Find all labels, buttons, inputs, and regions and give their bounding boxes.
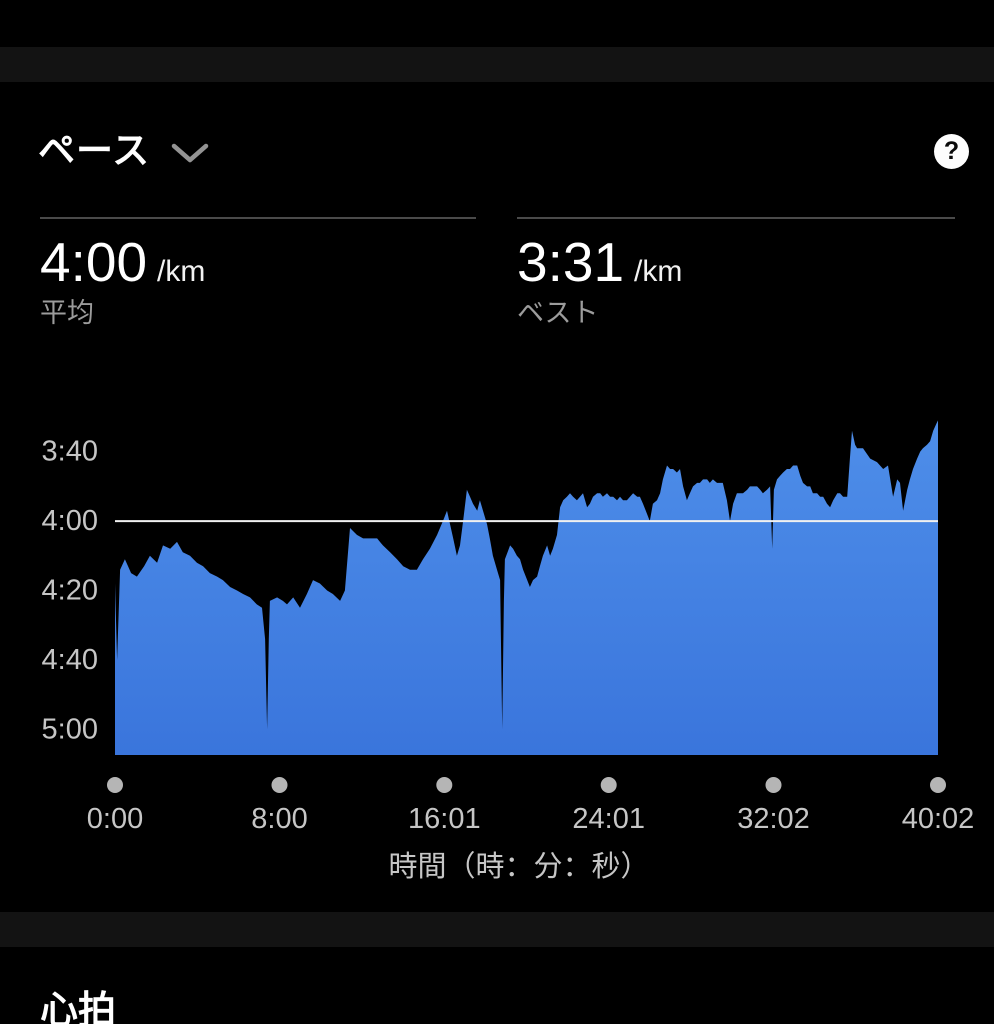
section-divider-bottom — [0, 912, 994, 947]
y-axis-labels: 3:40 4:00 4:20 4:40 5:00 — [42, 436, 98, 746]
chart-plot-area[interactable] — [115, 425, 938, 765]
x-axis-tick-dot — [436, 777, 453, 793]
stat-average-label: 平均 — [40, 298, 94, 328]
metric-selector-dropdown[interactable]: ペース — [38, 127, 210, 175]
y-axis-tick-label: 3:40 — [42, 436, 98, 468]
x-axis-ticks: 0:00 8:00 16:01 24:01 32:02 40:02 — [87, 777, 975, 835]
x-axis-tick-dot — [765, 777, 782, 793]
x-axis-tick-dot — [107, 777, 123, 793]
y-axis-tick-label: 4:00 — [42, 505, 98, 537]
y-axis-tick-label: 4:40 — [42, 644, 98, 676]
chevron-down-icon — [171, 143, 209, 163]
x-axis-tick-dot — [930, 777, 946, 793]
x-axis-tick-label: 32:02 — [737, 803, 810, 835]
question-mark-icon: ? — [943, 137, 960, 165]
x-axis-tick-label: 0:00 — [87, 803, 143, 835]
page-title: ペース — [38, 130, 151, 171]
stat-best-label: ベスト — [517, 298, 599, 328]
x-axis-title: 時間（時：分：秒） — [388, 850, 649, 883]
stat-average-value: 4:00 — [40, 231, 148, 293]
stat-average-value-row: 4:00 /km — [40, 219, 476, 291]
x-axis-tick-dot — [600, 777, 617, 793]
stat-best-value: 3:31 — [517, 231, 625, 293]
x-axis-tick-label: 16:01 — [408, 803, 481, 835]
next-section-title: 心拍 — [40, 990, 117, 1024]
stat-average-unit: /km — [157, 255, 206, 288]
y-axis-tick-label: 5:00 — [42, 713, 98, 745]
pace-area-series — [115, 420, 938, 755]
help-button[interactable]: ? — [934, 134, 969, 169]
y-axis-tick-label: 4:20 — [42, 575, 98, 607]
x-axis-tick-label: 40:02 — [902, 803, 975, 835]
x-axis-tick-label: 24:01 — [572, 803, 645, 835]
stat-best-unit: /km — [634, 255, 683, 288]
stat-best-value-row: 3:31 /km — [517, 219, 955, 291]
stat-average: 4:00 /km 平均 — [40, 217, 476, 328]
stat-best: 3:31 /km ベスト — [517, 217, 955, 328]
x-axis-tick-dot — [271, 777, 288, 793]
pace-chart: 3:40 4:00 4:20 4:40 5:00 0:00 8:00 16:01 24:01 3… — [42, 420, 975, 883]
x-axis-tick-label: 8:00 — [251, 803, 307, 835]
section-divider-top — [0, 47, 994, 82]
